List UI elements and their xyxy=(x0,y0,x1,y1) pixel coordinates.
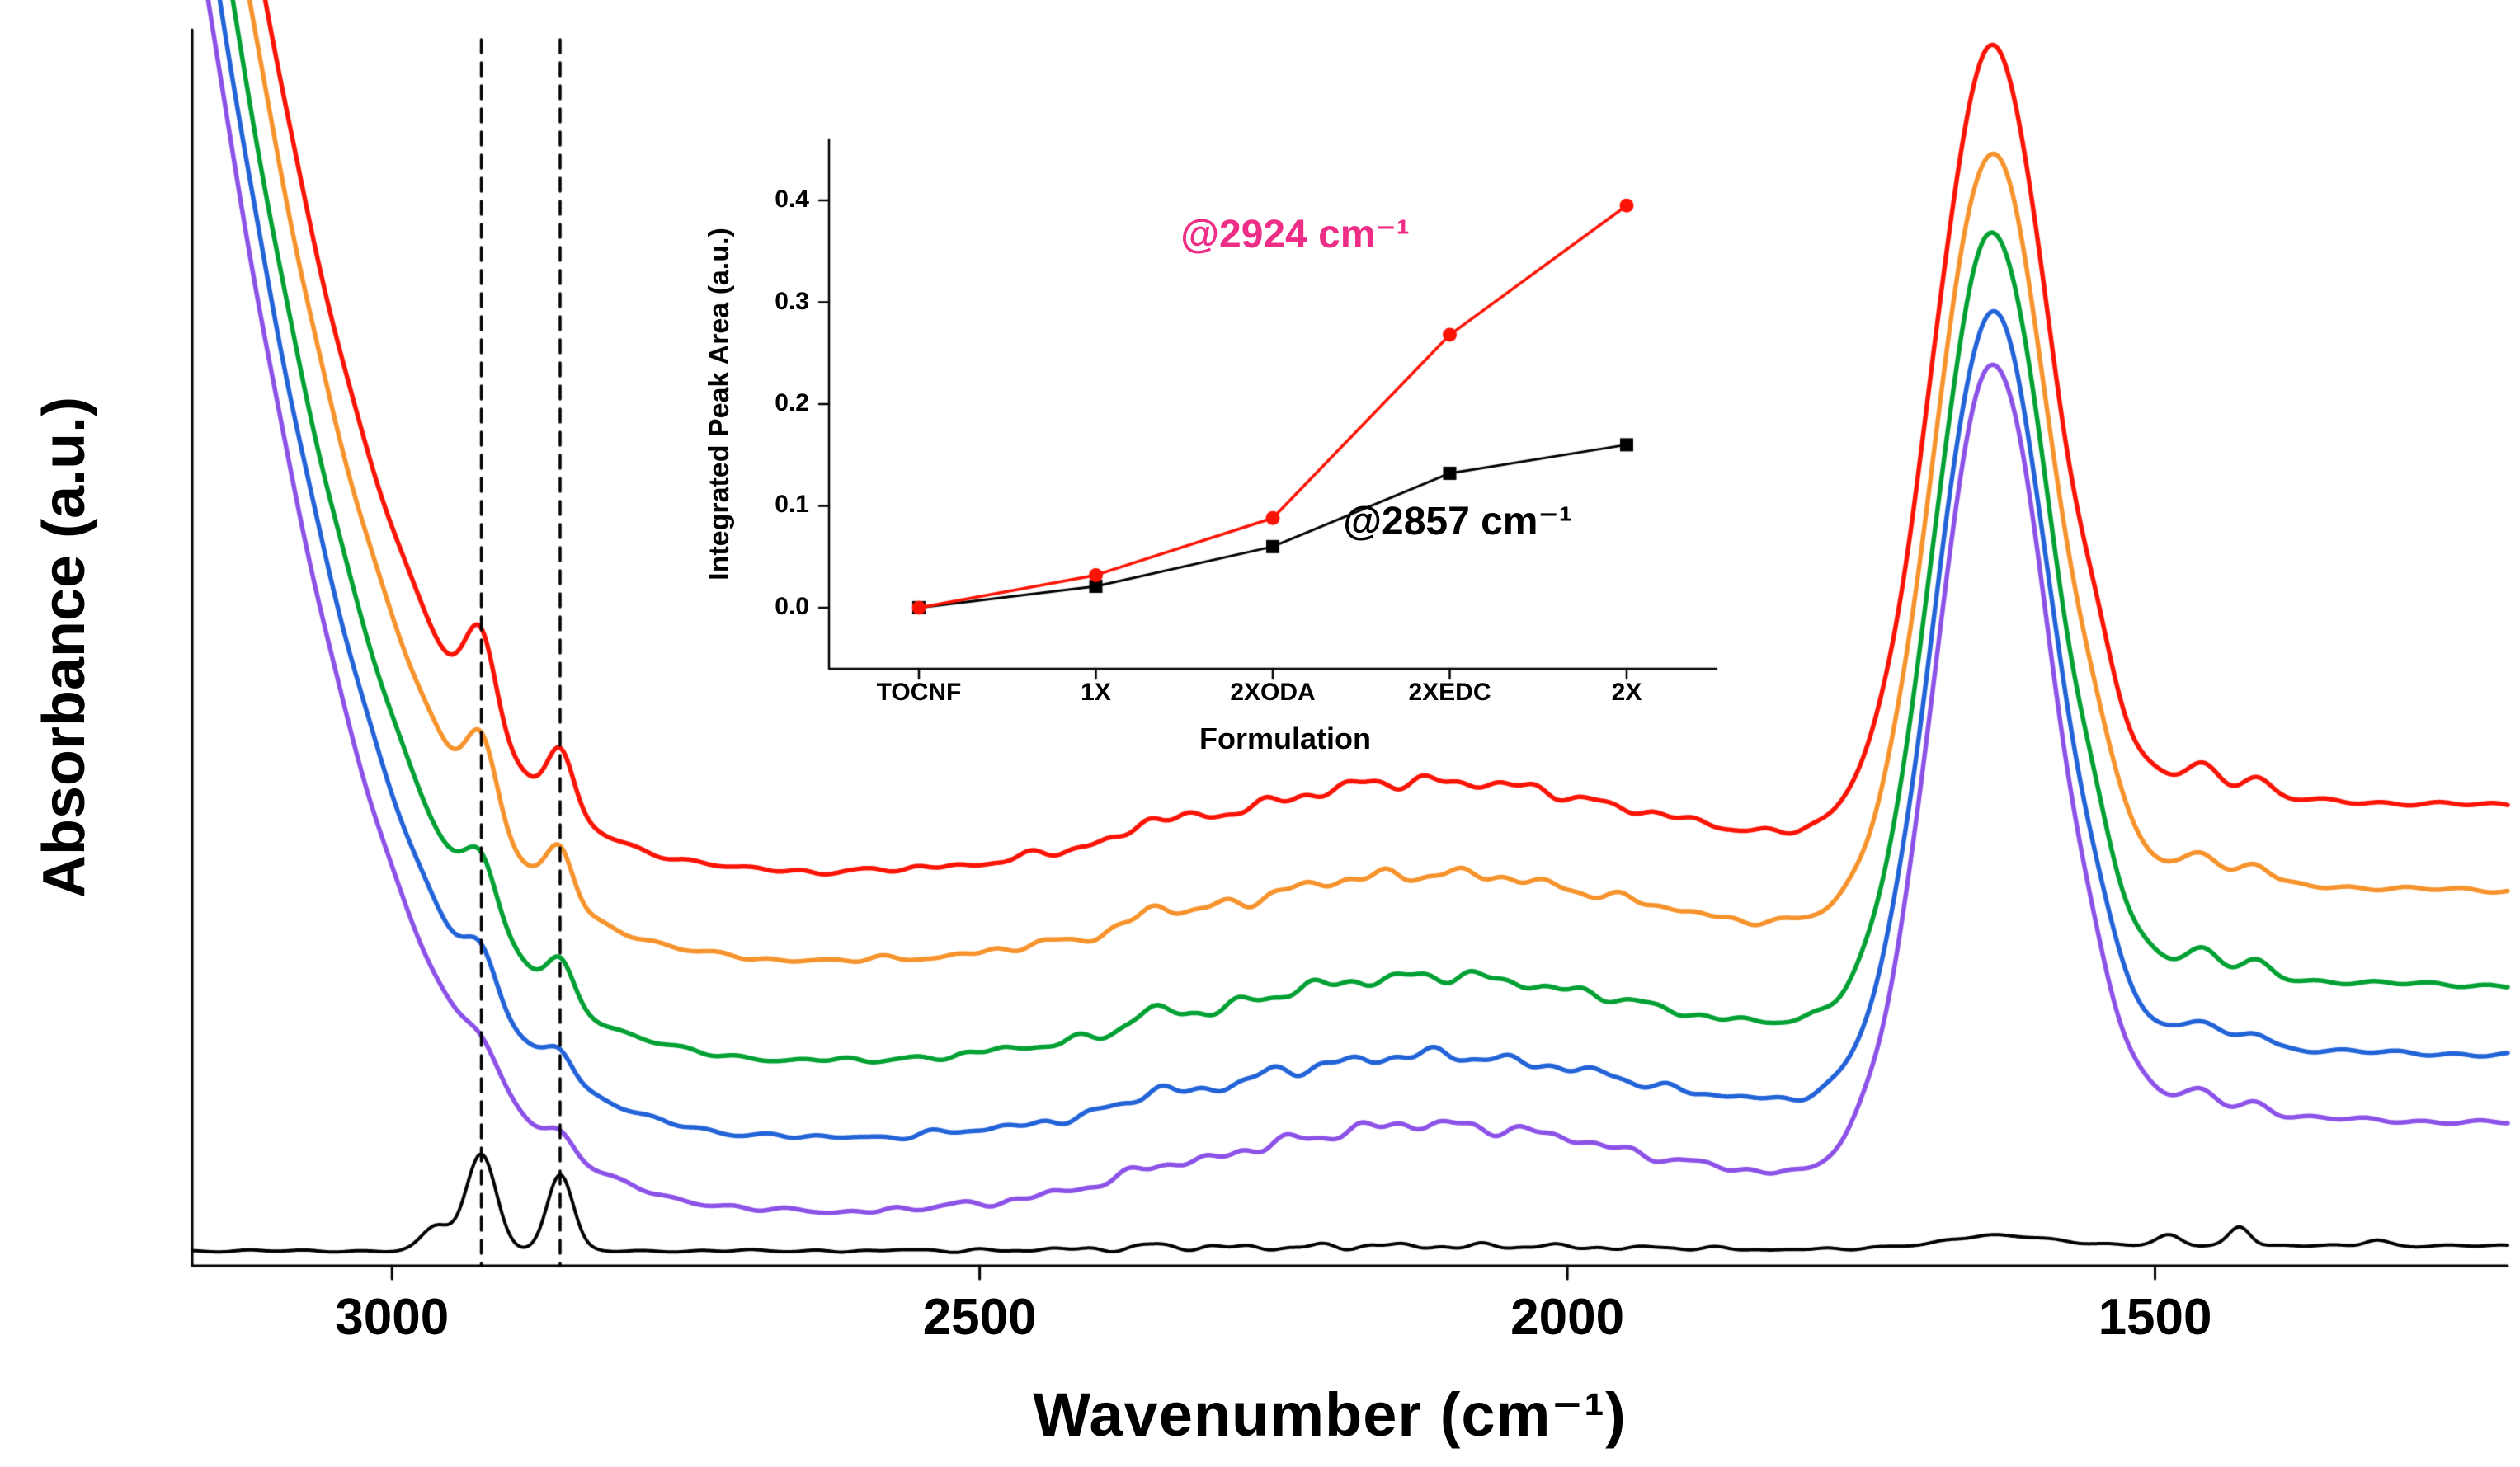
inset-x-tick-label: 2XODA xyxy=(1230,679,1316,706)
inset-x-axis-label: Formulation xyxy=(1199,722,1371,755)
main-x-tick-label: 2000 xyxy=(1510,1289,1625,1346)
main-x-tick-label: 1500 xyxy=(2098,1289,2212,1346)
inset-y-tick-label: 0.0 xyxy=(775,592,809,620)
inset-x-tick-label: 2XEDC xyxy=(1408,679,1491,706)
annotation-2857: @2857 cm⁻¹ xyxy=(1343,500,1572,543)
inset-y-tick-label: 0.3 xyxy=(775,287,809,315)
inset-y-tick-label: 0.4 xyxy=(775,186,809,214)
inset-y-tick-label: 0.2 xyxy=(775,389,809,416)
annotation-2924: @2924 cm⁻¹ xyxy=(1180,213,1410,256)
inset-x-tick-label: TOCNF xyxy=(876,679,962,706)
inset-x-tick-label: 2X xyxy=(1611,679,1642,706)
main-x-axis-label: Wavenumber (cm⁻¹) xyxy=(1033,1380,1627,1449)
inset-x-tick-label: 1X xyxy=(1081,679,1111,706)
main-x-tick-label: 3000 xyxy=(335,1289,450,1346)
main-x-tick-label: 2500 xyxy=(922,1289,1037,1346)
inset-y-tick-label: 0.1 xyxy=(775,491,809,519)
main-y-axis-label: Absorbance (a.u.) xyxy=(31,396,97,899)
